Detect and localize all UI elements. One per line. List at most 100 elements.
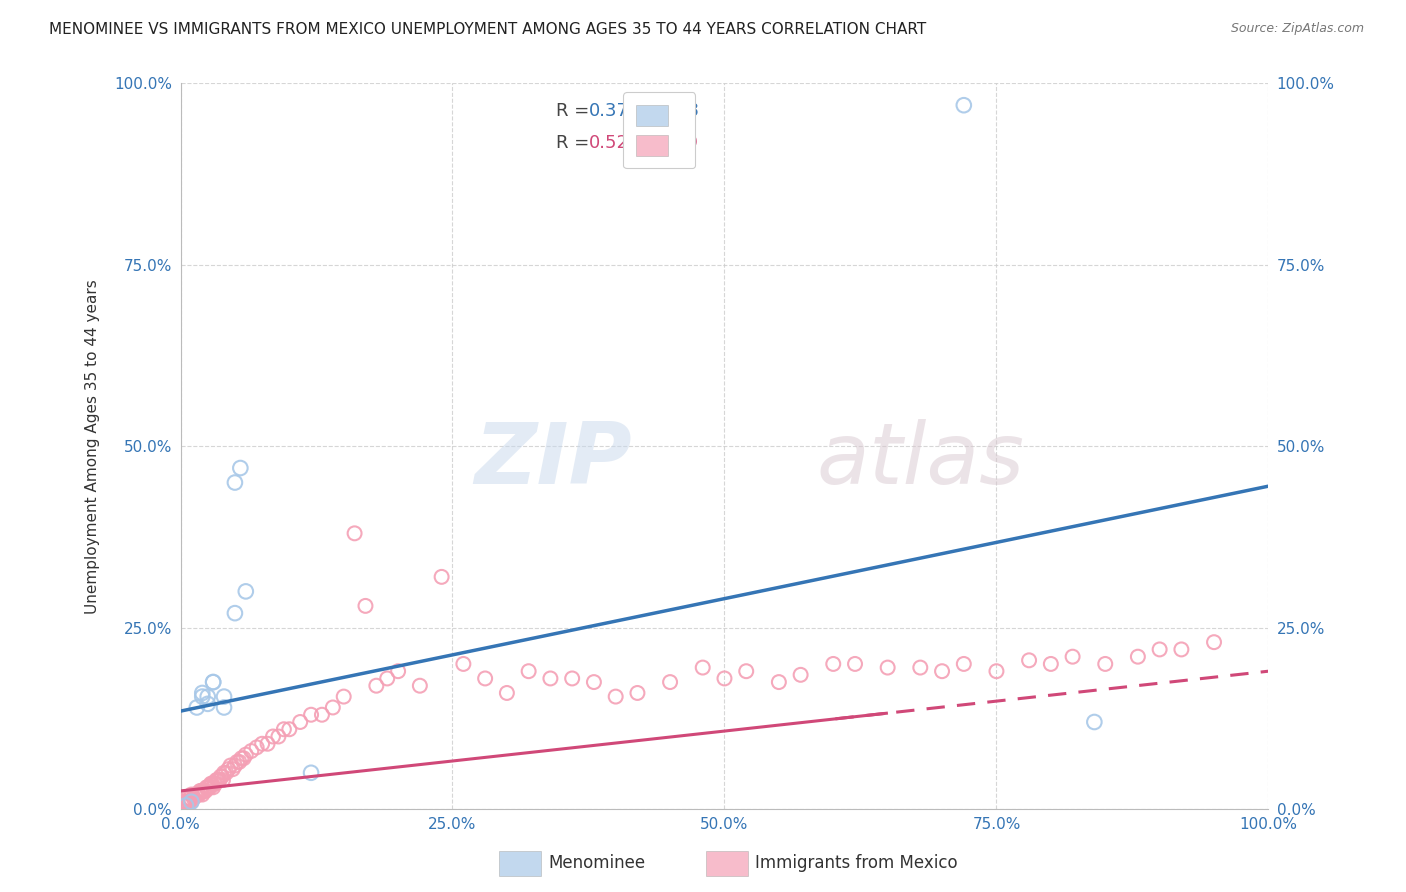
Text: R =: R = [555, 102, 589, 120]
Point [191, 686, 214, 700]
Point [322, 700, 344, 714]
Point [202, 780, 225, 795]
Point [198, 780, 221, 795]
Point [186, 788, 208, 802]
Point [207, 772, 229, 787]
Text: 0.375: 0.375 [589, 102, 640, 120]
Point [311, 707, 333, 722]
Point [250, 737, 273, 751]
Text: 18: 18 [675, 102, 699, 120]
Point [354, 599, 377, 613]
Point [194, 784, 217, 798]
Point [184, 788, 207, 802]
Point [1018, 653, 1040, 667]
Point [953, 98, 976, 112]
Point [201, 777, 224, 791]
Point [224, 475, 246, 490]
Point [1039, 657, 1062, 671]
Point [659, 675, 682, 690]
Point [582, 675, 605, 690]
Point [202, 675, 225, 690]
Point [197, 690, 219, 704]
Point [173, 795, 195, 809]
Point [474, 672, 496, 686]
Point [224, 606, 246, 620]
Text: Menominee: Menominee [548, 855, 645, 872]
Text: ZIP: ZIP [474, 419, 633, 502]
Point [273, 723, 295, 737]
Point [823, 657, 845, 671]
Point [187, 788, 209, 802]
Text: R =: R = [555, 134, 589, 153]
Point [240, 744, 263, 758]
Point [197, 697, 219, 711]
Text: N =: N = [643, 102, 678, 120]
Point [191, 788, 214, 802]
Point [876, 660, 898, 674]
Point [186, 700, 208, 714]
Point [200, 777, 222, 791]
Point [692, 660, 714, 674]
Point [209, 769, 232, 783]
Point [246, 740, 269, 755]
Point [262, 730, 284, 744]
Point [735, 664, 758, 678]
Point [986, 664, 1008, 678]
Point [430, 570, 453, 584]
Point [229, 461, 252, 475]
Point [1083, 714, 1105, 729]
Point [1062, 649, 1084, 664]
Point [228, 755, 250, 769]
Point [202, 675, 225, 690]
Point [953, 657, 976, 671]
Point [226, 755, 249, 769]
Point [180, 795, 202, 809]
Point [188, 788, 211, 802]
Point [183, 791, 205, 805]
Point [768, 675, 790, 690]
Point [910, 660, 932, 674]
Text: 99: 99 [675, 134, 699, 153]
Point [409, 679, 432, 693]
Point [1126, 649, 1149, 664]
Point [1202, 635, 1225, 649]
Point [212, 690, 235, 704]
Point [290, 714, 312, 729]
Point [517, 664, 540, 678]
Point [207, 772, 229, 787]
Text: N =: N = [643, 134, 678, 153]
Text: Immigrants from Mexico: Immigrants from Mexico [755, 855, 957, 872]
Point [713, 672, 735, 686]
Point [219, 758, 242, 772]
Legend: , : , [623, 93, 696, 169]
Point [173, 795, 195, 809]
Point [212, 772, 235, 787]
Point [299, 707, 322, 722]
Text: atlas: atlas [817, 419, 1025, 502]
Text: Source: ZipAtlas.com: Source: ZipAtlas.com [1230, 22, 1364, 36]
Point [224, 758, 246, 772]
Point [193, 784, 215, 798]
Point [198, 780, 221, 795]
Point [188, 784, 211, 798]
Point [197, 780, 219, 795]
Point [205, 772, 228, 787]
Point [179, 791, 201, 805]
Point [204, 777, 226, 791]
Point [789, 668, 811, 682]
Text: MENOMINEE VS IMMIGRANTS FROM MEXICO UNEMPLOYMENT AMONG AGES 35 TO 44 YEARS CORRE: MENOMINEE VS IMMIGRANTS FROM MEXICO UNEM… [49, 22, 927, 37]
Point [1094, 657, 1116, 671]
Point [605, 690, 627, 704]
Point [232, 751, 254, 765]
Point [174, 798, 197, 813]
Point [202, 777, 225, 791]
Point [453, 657, 475, 671]
Point [343, 526, 366, 541]
Point [235, 584, 257, 599]
Point [267, 730, 290, 744]
Point [217, 762, 239, 776]
Point [538, 672, 561, 686]
Y-axis label: Unemployment Among Ages 35 to 44 years: Unemployment Among Ages 35 to 44 years [86, 279, 100, 614]
Point [561, 672, 583, 686]
Point [844, 657, 866, 671]
